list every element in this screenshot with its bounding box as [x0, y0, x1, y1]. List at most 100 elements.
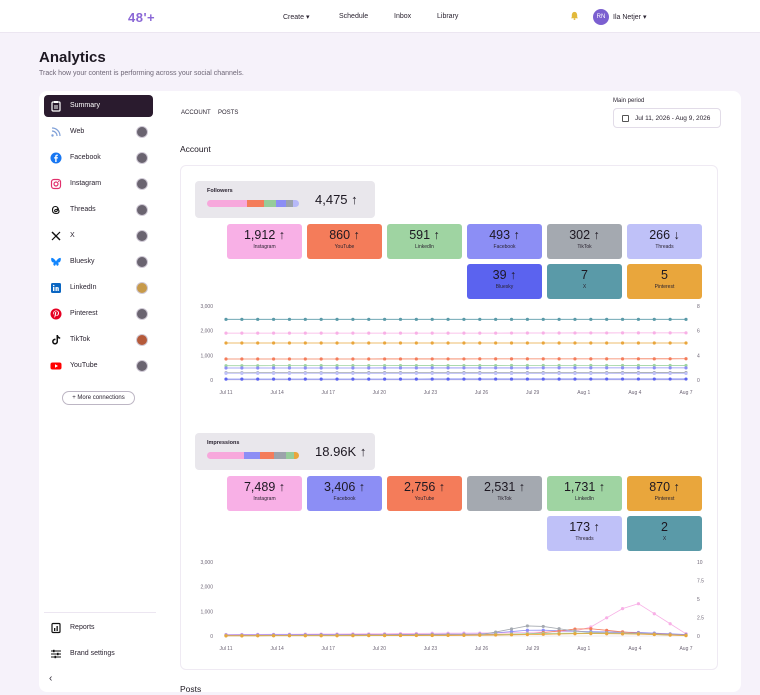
data-point[interactable] — [414, 341, 418, 345]
data-point[interactable] — [573, 371, 577, 376]
data-point[interactable] — [303, 364, 307, 368]
data-point[interactable] — [414, 363, 418, 368]
data-point[interactable] — [525, 632, 529, 637]
data-point[interactable] — [430, 366, 434, 370]
data-point[interactable] — [525, 341, 529, 345]
data-point[interactable] — [573, 363, 577, 368]
data-point[interactable] — [636, 602, 641, 606]
data-point[interactable] — [398, 633, 403, 638]
data-point[interactable] — [287, 331, 292, 335]
data-point[interactable] — [446, 341, 450, 345]
data-point[interactable] — [589, 371, 593, 376]
data-point[interactable] — [652, 371, 656, 376]
impressions-tile-youtube[interactable]: 2,756 ↑ YouTube — [387, 476, 462, 511]
more-connections-button[interactable]: + More connections — [62, 391, 135, 405]
data-point[interactable] — [636, 363, 641, 368]
data-point[interactable] — [287, 357, 292, 361]
data-point[interactable] — [509, 331, 514, 335]
data-point[interactable] — [573, 366, 577, 370]
data-point[interactable] — [509, 377, 514, 381]
data-point[interactable] — [224, 366, 228, 370]
data-point[interactable] — [589, 363, 593, 368]
data-point[interactable] — [351, 364, 355, 368]
data-point[interactable] — [636, 341, 641, 345]
data-point[interactable] — [240, 366, 244, 370]
data-point[interactable] — [240, 331, 244, 335]
data-point[interactable] — [605, 341, 609, 345]
data-point[interactable] — [383, 357, 387, 361]
data-point[interactable] — [367, 331, 371, 335]
data-point[interactable] — [256, 357, 260, 361]
data-point[interactable] — [351, 371, 355, 376]
data-point[interactable] — [351, 366, 355, 370]
followers-total[interactable]: Followers 4,475 ↑ — [195, 181, 375, 218]
data-point[interactable] — [398, 357, 403, 361]
data-point[interactable] — [462, 377, 466, 381]
data-point[interactable] — [478, 633, 482, 637]
followers-tile-linkedin[interactable]: 591 ↑ LinkedIn — [387, 224, 462, 259]
data-point[interactable] — [430, 317, 434, 321]
sidebar-item-bluesky[interactable]: Bluesky — [44, 251, 153, 273]
data-point[interactable] — [351, 331, 355, 335]
data-point[interactable] — [430, 377, 434, 381]
data-point[interactable] — [319, 366, 323, 370]
data-point[interactable] — [446, 633, 450, 638]
data-point[interactable] — [636, 317, 641, 321]
data-point[interactable] — [589, 632, 593, 636]
data-point[interactable] — [367, 634, 371, 638]
data-point[interactable] — [398, 341, 403, 345]
data-point[interactable] — [652, 363, 656, 368]
impressions-tile-facebook[interactable]: 3,406 ↑ Facebook — [307, 476, 382, 511]
data-point[interactable] — [271, 377, 276, 381]
data-point[interactable] — [383, 366, 387, 370]
data-point[interactable] — [351, 357, 355, 361]
data-point[interactable] — [303, 357, 307, 361]
data-point[interactable] — [573, 331, 577, 335]
data-point[interactable] — [620, 607, 625, 611]
data-point[interactable] — [240, 357, 244, 361]
data-point[interactable] — [589, 331, 593, 335]
data-point[interactable] — [287, 366, 292, 370]
followers-tile-threads[interactable]: 266 ↓ Threads — [627, 224, 702, 259]
data-point[interactable] — [668, 363, 672, 368]
data-point[interactable] — [541, 377, 545, 381]
followers-tile-tiktok[interactable]: 302 ↑ TikTok — [547, 224, 622, 259]
data-point[interactable] — [494, 630, 498, 634]
data-point[interactable] — [367, 363, 371, 368]
data-point[interactable] — [494, 341, 498, 345]
data-point[interactable] — [224, 377, 228, 381]
data-point[interactable] — [271, 364, 276, 368]
data-point[interactable] — [557, 377, 561, 381]
data-point[interactable] — [668, 366, 672, 370]
data-point[interactable] — [335, 377, 339, 381]
data-point[interactable] — [605, 366, 609, 370]
data-point[interactable] — [557, 632, 561, 636]
data-point[interactable] — [367, 371, 371, 376]
data-point[interactable] — [509, 629, 514, 634]
data-point[interactable] — [414, 331, 418, 335]
data-point[interactable] — [573, 632, 577, 636]
data-point[interactable] — [446, 377, 450, 381]
data-point[interactable] — [652, 331, 656, 335]
impressions-tile-threads[interactable]: 173 ↑ Threads — [547, 516, 622, 551]
data-point[interactable] — [684, 357, 688, 361]
sidebar-item-facebook[interactable]: Facebook — [44, 147, 153, 169]
data-point[interactable] — [398, 317, 403, 321]
data-point[interactable] — [620, 317, 625, 321]
data-point[interactable] — [525, 371, 529, 376]
data-point[interactable] — [541, 317, 545, 321]
data-point[interactable] — [287, 377, 292, 381]
followers-tile-bluesky[interactable]: 39 ↑ Bluesky — [467, 264, 542, 299]
data-point[interactable] — [541, 624, 545, 629]
data-point[interactable] — [478, 363, 482, 368]
data-point[interactable] — [684, 331, 688, 335]
data-point[interactable] — [541, 363, 545, 368]
nav-schedule[interactable]: Schedule — [339, 13, 369, 20]
sidebar-item-x[interactable]: X — [44, 225, 153, 247]
data-point[interactable] — [509, 357, 514, 361]
data-point[interactable] — [668, 377, 672, 381]
tab-posts[interactable]: POSTS — [218, 110, 239, 116]
data-point[interactable] — [620, 357, 625, 361]
data-point[interactable] — [287, 317, 292, 321]
